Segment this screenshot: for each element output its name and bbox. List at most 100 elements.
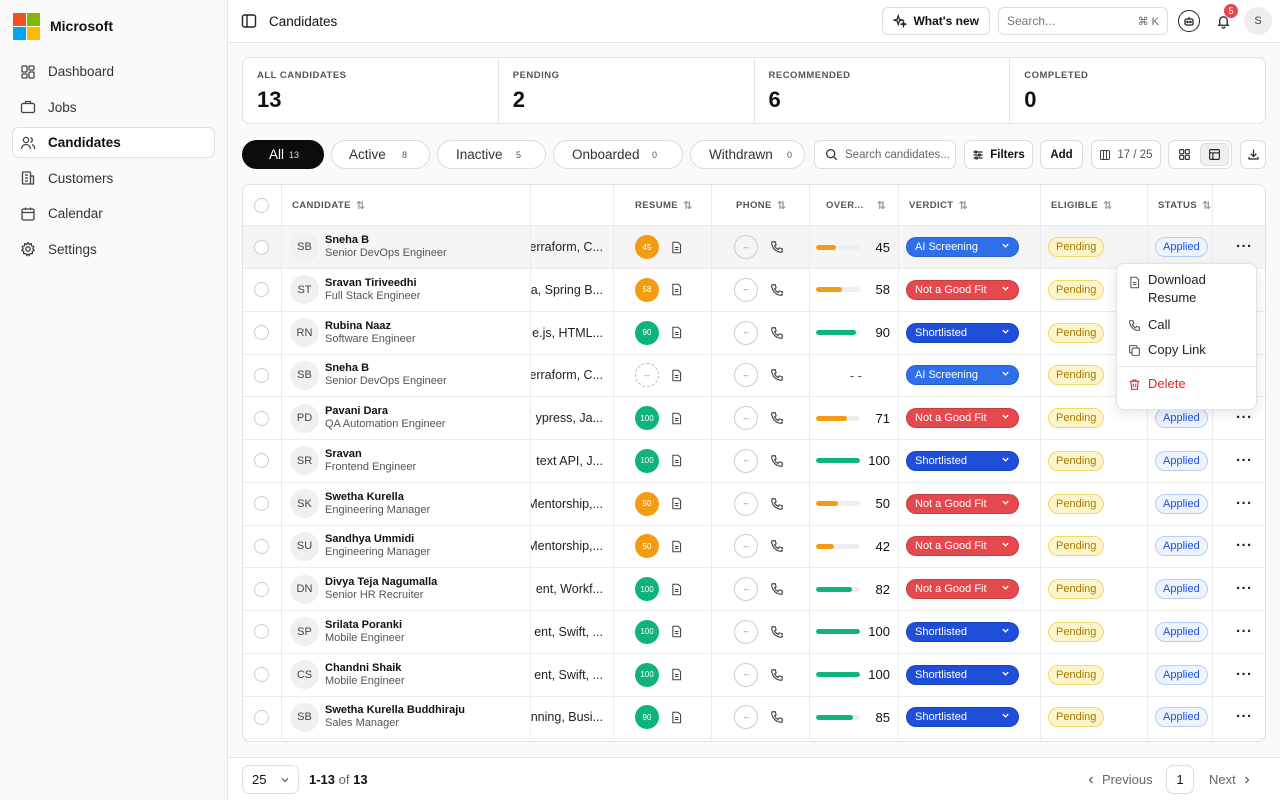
phone-icon[interactable] <box>770 411 784 425</box>
verdict-dropdown[interactable]: Shortlisted <box>906 621 1019 642</box>
copy-link-menu-item[interactable]: Copy Link <box>1122 337 1251 362</box>
tab-active[interactable]: Active 8 <box>331 140 430 169</box>
table-row[interactable]: PD Pavani Dara QA Automation Engineer ypres… <box>243 397 1265 440</box>
more-actions-icon[interactable]: ··· <box>1236 537 1253 555</box>
export-button[interactable] <box>1240 140 1266 169</box>
tab-all[interactable]: All 13 <box>242 140 324 169</box>
download-resume-menu-item[interactable]: Download Resume <box>1122 269 1251 312</box>
phone-icon[interactable] <box>770 582 784 596</box>
sidebar-toggle-icon[interactable] <box>241 13 257 29</box>
phone-icon[interactable] <box>770 625 784 639</box>
column-header-eligible[interactable]: ELIGIBLE ⇅ <box>1041 185 1148 225</box>
sidebar-item-calendar[interactable]: Calendar <box>12 198 215 229</box>
verdict-dropdown[interactable]: Not a Good Fit <box>906 279 1019 300</box>
phone-icon[interactable] <box>770 668 784 682</box>
filters-button[interactable]: Filters <box>964 140 1033 169</box>
table-row[interactable]: SK Swetha Kurella Engineering Manager Mento… <box>243 482 1265 526</box>
table-row[interactable]: ST Sravan Tiriveedhi Full Stack Engineer a,… <box>243 268 1265 312</box>
verdict-dropdown[interactable]: AI Screening <box>906 365 1019 386</box>
row-checkbox[interactable] <box>254 709 269 725</box>
row-checkbox[interactable] <box>254 624 269 640</box>
document-icon[interactable] <box>670 583 683 596</box>
delete-menu-item[interactable]: Delete <box>1122 371 1251 396</box>
more-actions-icon[interactable]: ··· <box>1236 708 1253 726</box>
row-checkbox[interactable] <box>254 325 269 340</box>
column-header-verdict[interactable]: VERDICT ⇅ <box>899 185 1041 225</box>
call-menu-item[interactable]: Call <box>1122 312 1251 337</box>
more-actions-icon[interactable]: ··· <box>1236 580 1253 597</box>
more-actions-icon[interactable]: ··· <box>1236 622 1253 640</box>
column-header-resume[interactable]: RESUME ⇅ <box>614 185 712 225</box>
document-icon[interactable] <box>670 668 683 681</box>
phone-icon[interactable] <box>770 368 784 382</box>
document-icon[interactable] <box>670 497 683 510</box>
previous-page-button[interactable]: Previous <box>1086 772 1153 787</box>
sidebar-item-settings[interactable]: Settings <box>12 234 215 265</box>
sidebar-item-jobs[interactable]: Jobs <box>12 92 215 123</box>
notifications-button[interactable]: 5 <box>1210 4 1238 34</box>
document-icon[interactable] <box>670 711 683 724</box>
table-row[interactable]: SU Sandhya Ummidi Engineering Manager Mento… <box>243 525 1265 569</box>
table-row[interactable]: SB Sneha B Senior DevOps Engineer erraform,… <box>243 226 1265 269</box>
assistant-button[interactable] <box>1176 8 1202 34</box>
column-header-phone[interactable]: PHONE ⇅ <box>712 185 810 225</box>
select-all-checkbox[interactable] <box>254 197 269 213</box>
table-row[interactable]: CS Chandni Shaik Mobile Engineer ent, Swift… <box>243 653 1265 697</box>
more-actions-icon[interactable]: ··· <box>1236 665 1253 683</box>
add-button[interactable]: Add <box>1040 140 1083 169</box>
phone-icon[interactable] <box>770 539 784 553</box>
verdict-dropdown[interactable]: AI Screening <box>906 237 1019 257</box>
row-checkbox[interactable] <box>254 453 269 469</box>
phone-icon[interactable] <box>770 454 784 468</box>
more-actions-icon[interactable]: ··· <box>1236 451 1253 469</box>
verdict-dropdown[interactable]: Not a Good Fit <box>906 408 1019 428</box>
phone-icon[interactable] <box>770 497 784 511</box>
tab-inactive[interactable]: Inactive 5 <box>437 140 546 169</box>
row-checkbox[interactable] <box>254 496 269 511</box>
phone-icon[interactable] <box>770 283 784 297</box>
column-header-overall[interactable]: OVER... ⇅ <box>810 185 899 225</box>
column-header-candidate[interactable]: CANDIDATE ⇅ <box>282 185 531 225</box>
page-size-select[interactable]: 25 <box>242 765 299 794</box>
verdict-dropdown[interactable]: Shortlisted <box>906 707 1019 728</box>
phone-icon[interactable] <box>770 326 784 340</box>
table-row[interactable]: SB Swetha Kurella Buddhiraju Sales Manager… <box>243 696 1265 740</box>
document-icon[interactable] <box>670 369 683 382</box>
next-page-button[interactable]: Next <box>1209 772 1252 787</box>
column-header-status[interactable]: STATUS ⇅ <box>1148 185 1213 225</box>
row-checkbox[interactable] <box>254 581 269 597</box>
sidebar-item-dashboard[interactable]: Dashboard <box>12 56 215 87</box>
document-icon[interactable] <box>670 540 683 553</box>
row-checkbox[interactable] <box>254 239 269 255</box>
columns-button[interactable]: 17 / 25 <box>1091 140 1161 169</box>
candidate-search-input[interactable]: Search candidates... <box>814 140 956 169</box>
table-row[interactable]: DN Divya Teja Nagumalla Senior HR Recruite… <box>243 568 1265 611</box>
more-actions-icon[interactable]: ··· <box>1236 494 1253 512</box>
verdict-dropdown[interactable]: Shortlisted <box>906 450 1019 471</box>
grid-view-button[interactable] <box>1171 143 1198 166</box>
document-icon[interactable] <box>670 625 683 638</box>
document-icon[interactable] <box>670 454 683 467</box>
brand[interactable]: Microsoft <box>0 0 227 52</box>
verdict-dropdown[interactable]: Not a Good Fit <box>906 579 1019 599</box>
tab-onboarded[interactable]: Onboarded 0 <box>553 140 683 169</box>
phone-icon[interactable] <box>770 710 784 724</box>
global-search-input[interactable]: Search... ⌘ K <box>998 7 1168 35</box>
table-row[interactable]: SB Sneha B Senior DevOps Engineer erraform,… <box>243 354 1265 398</box>
document-icon[interactable] <box>670 326 683 339</box>
sidebar-item-candidates[interactable]: Candidates <box>12 127 215 158</box>
document-icon[interactable] <box>670 241 683 254</box>
user-avatar[interactable]: S <box>1244 7 1272 35</box>
document-icon[interactable] <box>670 283 683 296</box>
verdict-dropdown[interactable]: Shortlisted <box>906 664 1019 685</box>
sidebar-item-customers[interactable]: Customers <box>12 163 215 194</box>
phone-icon[interactable] <box>770 240 784 254</box>
table-row[interactable]: RN Rubina Naaz Software Engineer e.js, HTML… <box>243 311 1265 355</box>
row-checkbox[interactable] <box>254 667 269 682</box>
table-row[interactable]: SP Srilata Poranki Mobile Engineer ent, Swi… <box>243 610 1265 654</box>
document-icon[interactable] <box>670 412 683 425</box>
more-actions-icon[interactable]: ··· <box>1236 409 1253 426</box>
more-actions-icon[interactable]: ··· <box>1236 238 1253 255</box>
page-number-button[interactable]: 1 <box>1166 765 1194 794</box>
table-view-button[interactable] <box>1200 143 1229 166</box>
